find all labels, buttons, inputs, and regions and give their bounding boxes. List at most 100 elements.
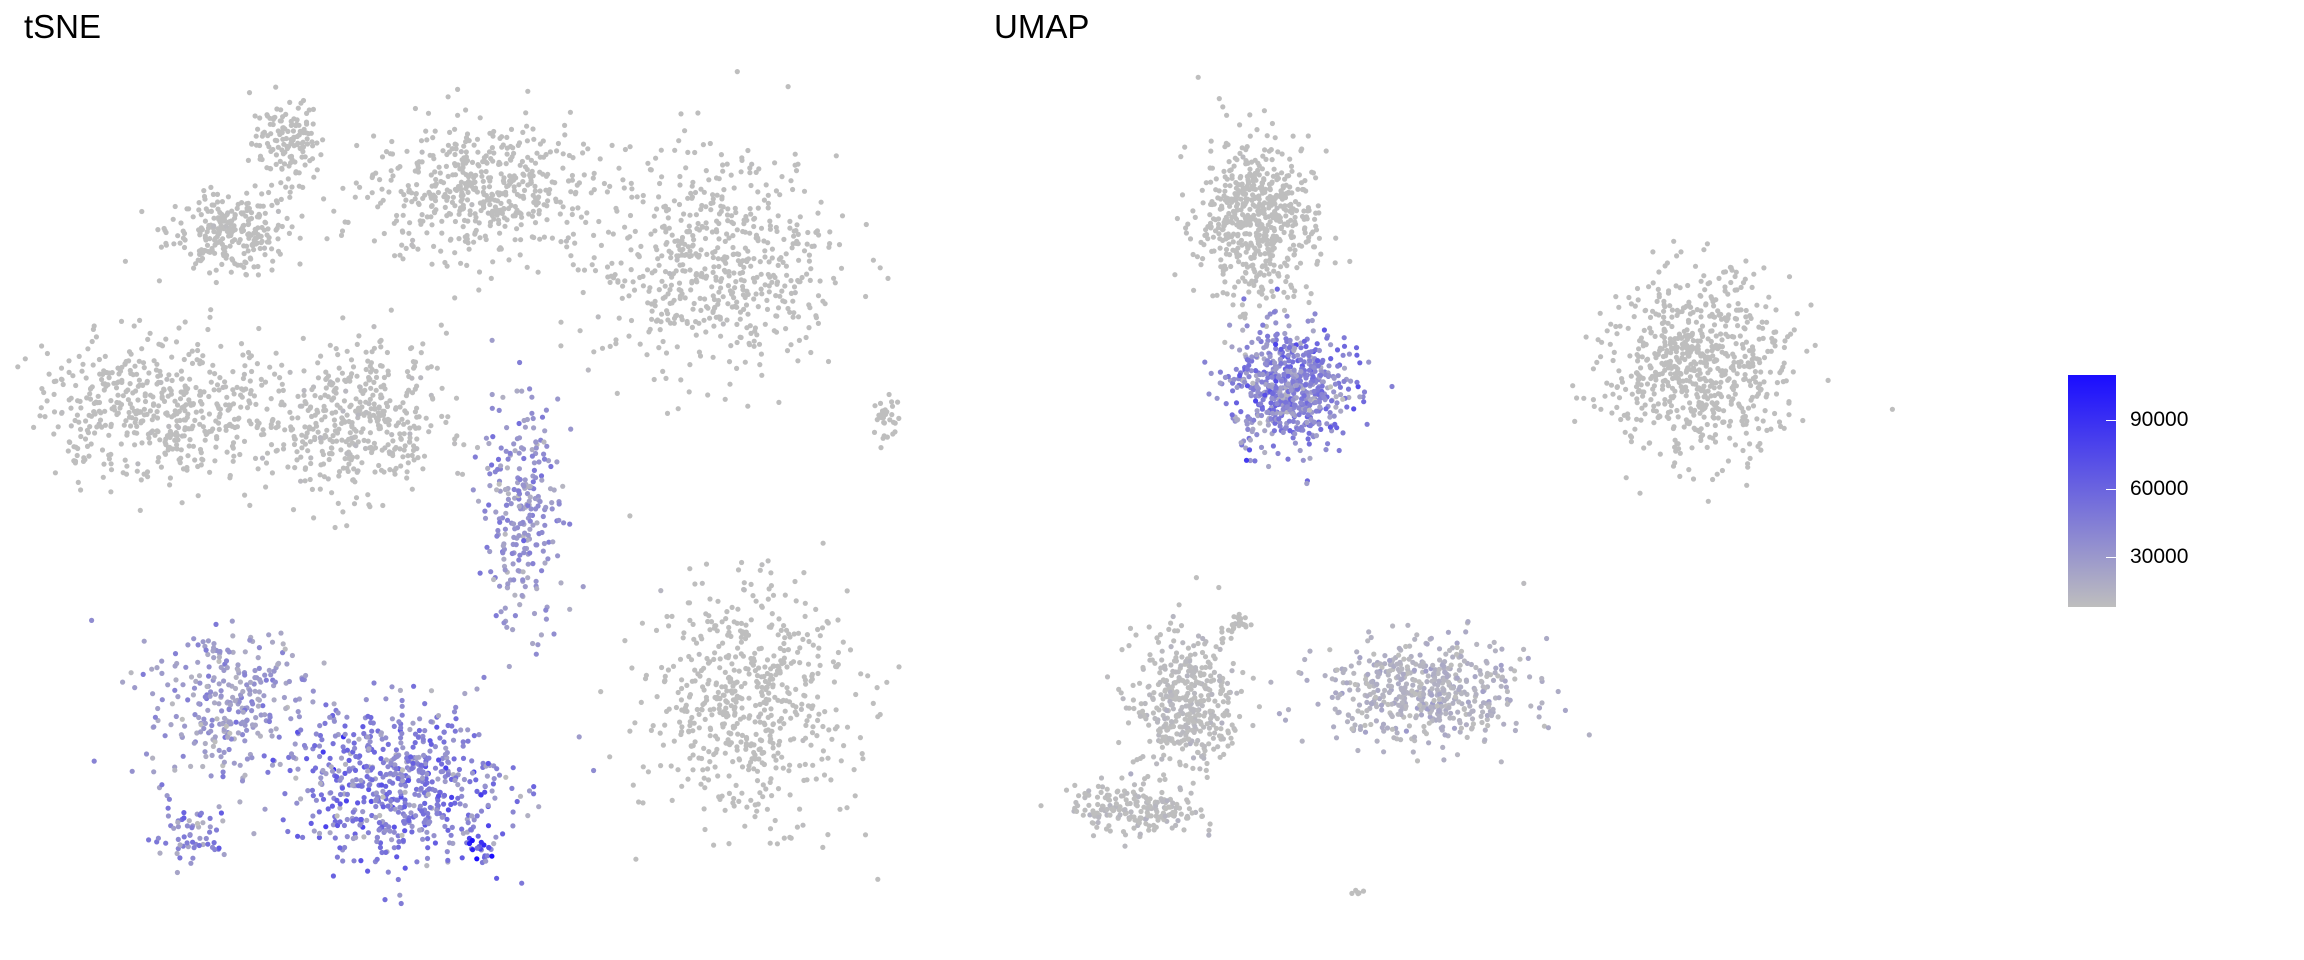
point-top-center (488, 275, 494, 281)
point-top-right (774, 313, 780, 319)
point-center-strand (512, 448, 518, 454)
point-top-cluster (1208, 138, 1214, 144)
point-far-right-small (877, 400, 884, 406)
point-left-upper (252, 226, 258, 232)
point-bottom-center (287, 767, 293, 774)
point-right-lower (726, 841, 732, 847)
point-left-upper (196, 200, 202, 206)
point-center-mid (428, 423, 434, 429)
point-left-mid (109, 406, 115, 412)
point-top-right (725, 218, 731, 224)
point-left-lower (180, 753, 186, 759)
point-top-center (467, 211, 473, 218)
point-center-strand (533, 439, 539, 445)
point-left-mid (89, 338, 95, 345)
point-bottom-center (494, 766, 500, 772)
point-bottom-center (441, 801, 447, 807)
point-top-right (640, 283, 647, 289)
point-bottom-center (398, 740, 404, 746)
point-bottom-center (350, 818, 356, 824)
point-center-mid (382, 445, 388, 451)
point-top-right (629, 186, 635, 192)
point-bottom-center (402, 789, 408, 795)
point-bottom-center (441, 729, 447, 735)
point-center-mid (301, 368, 307, 374)
point-right-lower (741, 580, 747, 586)
point-bottom-center (361, 834, 367, 840)
point-center-mid (348, 402, 354, 408)
point-top-center (453, 146, 459, 152)
point-top-right (659, 253, 665, 259)
point-top-center (419, 149, 425, 155)
point-bottom-center (374, 856, 380, 862)
point-right-lower (835, 649, 842, 656)
point-right-lower (759, 684, 765, 691)
point-top-right (722, 238, 728, 244)
point-top-center (488, 156, 494, 162)
point-top-cluster (1215, 216, 1222, 222)
point-right-lower (677, 656, 684, 662)
point-left-mid (83, 375, 89, 381)
point-center-strand (513, 542, 519, 548)
point-left-lower (244, 756, 250, 762)
point-left-lower (303, 672, 309, 679)
point-bottom-center (360, 724, 366, 730)
point-center-strand (527, 512, 533, 518)
point-left-lower (191, 636, 197, 642)
point-left-lower (331, 701, 337, 707)
point-left-mid (263, 460, 270, 466)
point-top-center (554, 148, 560, 154)
point-top-center (443, 163, 449, 169)
point-center-strand (509, 627, 516, 633)
point-center-strand (485, 465, 491, 471)
point-top-cluster (1264, 237, 1270, 243)
point-left-mid (124, 430, 130, 436)
point-right-lower (770, 684, 776, 690)
point-center-mid (418, 350, 424, 356)
point-left-lower (205, 651, 211, 658)
point-left-upper (170, 216, 176, 222)
point-bottom-center (280, 817, 286, 823)
point-far-right-small (882, 407, 888, 413)
point-bottom-center (388, 798, 394, 804)
point-center-strand (551, 631, 557, 637)
point-left-mid (66, 369, 72, 375)
point-left-upper (155, 227, 161, 233)
point-bottom-center (416, 778, 422, 784)
point-right-lower (708, 726, 714, 733)
point-top-right (644, 352, 650, 358)
point-left-lower (159, 782, 165, 788)
point-top-center (502, 223, 508, 229)
point-top-cluster (1256, 193, 1262, 199)
point-top-right (657, 180, 663, 187)
point-right-lower (698, 667, 705, 674)
point-left-mid (169, 377, 175, 384)
point-top-center (401, 192, 407, 198)
point-center-mid (309, 386, 315, 393)
point-top-right (788, 290, 795, 296)
point-left-upper (225, 210, 231, 216)
point-bottom-center (340, 744, 346, 750)
point-bottom-center (467, 779, 473, 785)
point-left-mid (135, 397, 141, 403)
point-right-lower (734, 744, 740, 750)
point-top-right (585, 146, 591, 152)
point-left-upper (229, 208, 235, 214)
point-bottom-center (369, 728, 375, 734)
point-top-cluster (1229, 175, 1235, 181)
point-top-right (694, 279, 700, 285)
point-right-lower (694, 706, 700, 713)
point-top-center (450, 194, 456, 200)
point-top-right (695, 110, 701, 116)
point-top-center (456, 211, 462, 217)
point-right-lower (806, 713, 812, 719)
point-center-strand (530, 479, 536, 485)
point-top-center (540, 138, 546, 144)
point-top-cluster (1247, 133, 1253, 139)
point-top-center (466, 246, 472, 252)
point-top-right (745, 147, 751, 154)
point-top-center (518, 222, 524, 228)
point-top-right (715, 245, 721, 251)
point-top-center (388, 177, 394, 183)
point-right-lower (791, 631, 797, 637)
